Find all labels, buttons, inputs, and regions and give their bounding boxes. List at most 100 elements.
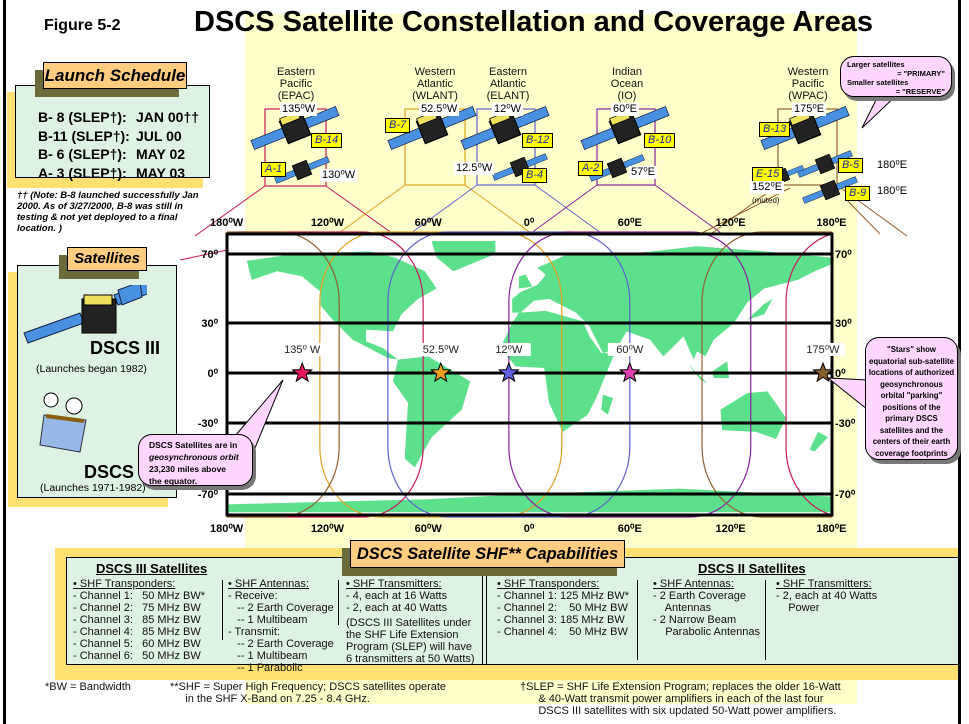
dscs2-capabilities-heading: DSCS II Satellites: [698, 561, 806, 576]
capability-line: - Channel 3: 85 MHz BW: [73, 614, 201, 626]
secondary-longitude: 130⁰W: [320, 169, 358, 182]
satellite-id-tag: A-2: [578, 161, 604, 176]
capability-column: • SHF Transmitters: - 4, each at 16 Watts…: [346, 578, 481, 665]
leader-line: [526, 184, 598, 237]
capability-heading: • SHF Transponders:: [497, 578, 600, 590]
capability-line: Parabolic Antennas: [653, 626, 761, 638]
capability-heading: • SHF Transponders:: [73, 578, 176, 590]
primary-longitude: 175⁰E: [792, 103, 827, 116]
capability-line: - Channel 4: 50 MHz BW: [497, 626, 628, 638]
leader-line: [334, 184, 406, 237]
longitude-tick-label: 60⁰E: [618, 523, 642, 535]
satellite-position-star: [291, 361, 314, 383]
satellite-id-tag: E-15: [752, 167, 784, 182]
longitude-tick-label: 0⁰: [524, 217, 535, 229]
dscs3-launch-range: (Launches began 1982): [36, 363, 147, 375]
launch-date: MAY 03: [136, 164, 186, 181]
capability-heading: • SHF Transmitters:: [346, 578, 442, 590]
satellite-id-tag: B-13: [759, 122, 791, 137]
latitude-tick-label: -30⁰: [198, 418, 219, 430]
secondary-longitude: 180⁰E: [875, 159, 910, 172]
region-name: Western Atlantic (WLANT): [412, 66, 458, 102]
latitude-tick-label: 70⁰: [201, 249, 218, 261]
leader-line: [654, 184, 726, 237]
capability-heading: • SHF Transmitters:: [776, 578, 872, 590]
column-divider: [222, 580, 223, 640]
landmass-mg: [601, 394, 613, 415]
footnote-slep: †SLEP = SHF Life Extension Program; repl…: [520, 681, 841, 717]
capability-line: -- 1 Multibeam: [228, 614, 308, 626]
capability-line: - 2, each at 40 Watts: [346, 602, 448, 614]
capability-heading: • SHF Antennas:: [228, 578, 309, 590]
size-legend-callout: Larger satellites = "PRIMARY" Smaller sa…: [840, 56, 952, 97]
dscs3-label: DSCS III: [90, 338, 161, 358]
satellite-id-tag: A-1: [261, 162, 287, 177]
capability-column: • SHF Antennas: - 2 Earth Coverage Antenn…: [653, 578, 773, 638]
launch-satellite: B- 6 (SLEP†):: [38, 146, 127, 162]
longitude-tick-label: 180⁰E: [816, 523, 846, 535]
left-border: [3, 0, 6, 724]
latitude-tick-label: -30⁰: [835, 418, 856, 430]
callout-line: = "RESERVE": [895, 87, 945, 96]
satellite-position-star: [497, 361, 520, 383]
longitude-tick-label: 60⁰W: [415, 217, 443, 229]
star-label-bg: [801, 343, 845, 356]
leader-line: [699, 187, 791, 235]
landmass-jp: [747, 298, 773, 320]
secondary-longitude: 12.5⁰W: [454, 162, 495, 175]
star-label: 52.5⁰W: [423, 344, 460, 356]
footnote-shf: **SHF = Super High Frequency; DSCS satel…: [170, 681, 447, 705]
capability-line: - 2 Earth Coverage: [653, 590, 746, 602]
latitude-tick-label: 0⁰: [207, 368, 218, 380]
latitude-tick-label: -70⁰: [198, 489, 219, 501]
longitude-tick-label: 120⁰W: [311, 523, 345, 535]
region-name: Western Pacific (WPAC): [787, 66, 829, 102]
longitude-tick-label: 180⁰W: [210, 217, 244, 229]
satellite-position-star: [812, 361, 834, 383]
star-label: 60⁰W: [616, 344, 644, 356]
capability-line: - 4, each at 16 Watts: [346, 590, 448, 602]
dscs3-capabilities-heading: DSCS III Satellites: [96, 561, 208, 576]
primary-satellite-icon: [460, 105, 550, 151]
capability-heading: • SHF Antennas:: [653, 578, 734, 590]
leader-line: [325, 185, 397, 237]
right-border: [958, 0, 961, 724]
landmass-gl: [431, 241, 496, 272]
primary-longitude: 12⁰W: [492, 103, 524, 116]
callout-line: = "PRIMARY": [897, 69, 945, 78]
callout-line: Smaller satellites: [847, 78, 909, 87]
launch-schedule-title: Launch Schedule: [43, 62, 187, 89]
capability-column: • SHF Antennas: - Receive: -- 2 Earth Cov…: [228, 578, 343, 674]
star-label-bg: [280, 343, 325, 356]
landmass-sa: [392, 356, 471, 468]
satellites-title: Satellites: [67, 247, 147, 271]
latitude-tick-label: 30⁰: [835, 318, 852, 330]
longitude-tick-label: 0⁰: [524, 523, 535, 535]
column-divider: [637, 580, 638, 660]
longitude-tick-label: 120⁰W: [311, 217, 345, 229]
dscs2-label: DSCS II: [84, 462, 150, 482]
leader-line: [844, 197, 881, 235]
star-label: 12⁰W: [495, 344, 523, 356]
launch-row: B- 8 (SLEP†): JAN 00††: [38, 108, 209, 127]
launch-date: JAN 00††: [136, 109, 200, 125]
capability-line: - Channel 6: 50 MHz BW: [73, 650, 201, 662]
region-name: Eastern Pacific (EPAC): [277, 66, 315, 102]
capability-line: - Channel 2: 75 MHz BW: [73, 602, 201, 614]
callout-line: the equator.: [149, 476, 198, 486]
leader-line: [179, 249, 228, 261]
callout-line: geosynchronous orbit: [149, 452, 239, 462]
page-title: DSCS Satellite Constellation and Coverag…: [194, 6, 874, 38]
satellite-id-tag: B-4: [522, 168, 548, 183]
latitude-tick-label: 30⁰: [201, 318, 218, 330]
capability-column: • SHF Transmitters: - 2, each at 40 Watts…: [776, 578, 906, 614]
longitude-tick-label: 120⁰E: [716, 523, 746, 535]
capabilities-panel: [66, 557, 959, 665]
longitude-tick-label: 180⁰W: [210, 523, 244, 535]
landmass-nz: [809, 431, 829, 452]
capability-column: • SHF Transponders: - Channel 1: 50 MHz B…: [73, 578, 223, 662]
capability-line: - 2 Narrow Beam: [653, 614, 737, 626]
launch-satellite: B-11 (SLEP†):: [38, 127, 130, 144]
capability-line: -- 1 Multibeam: [228, 650, 308, 662]
